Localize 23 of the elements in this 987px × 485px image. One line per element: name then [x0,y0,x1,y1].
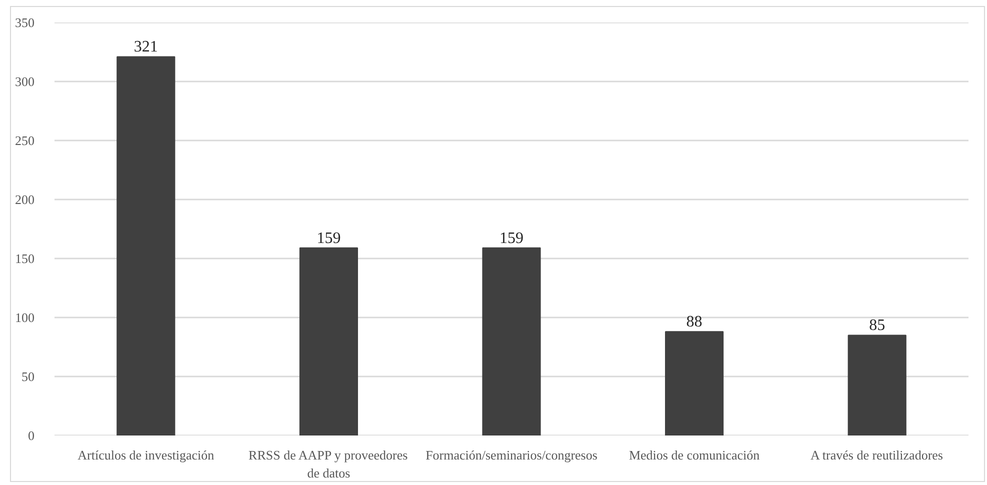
bar [299,247,358,436]
data-label: 321 [134,38,158,56]
data-label: 85 [869,317,886,334]
y-tick-label: 50 [22,369,34,384]
x-tick-label: Formación/seminarios/congresos [426,448,598,462]
data-label: 88 [686,314,702,331]
y-tick-label: 150 [15,251,34,266]
bar [116,56,176,436]
y-tick-label: 100 [15,310,34,325]
x-tick-label: RRSS de AAPP y proveedores de datos [248,448,408,480]
x-tick-label: A través de reutilizadores [810,448,943,462]
bar [482,247,541,436]
y-tick-label: 200 [15,192,34,207]
bar [665,331,724,436]
data-label: 159 [500,230,524,247]
bar [848,334,906,436]
data-label: 159 [316,230,341,247]
y-tick-label: 0 [28,428,34,443]
y-tick-label: 250 [15,133,34,148]
y-tick-label: 350 [15,15,34,30]
x-tick-label: Artículos de investigación [78,448,215,462]
y-tick-label: 300 [15,74,34,89]
x-tick-label: Medios de comunicación [628,448,760,462]
